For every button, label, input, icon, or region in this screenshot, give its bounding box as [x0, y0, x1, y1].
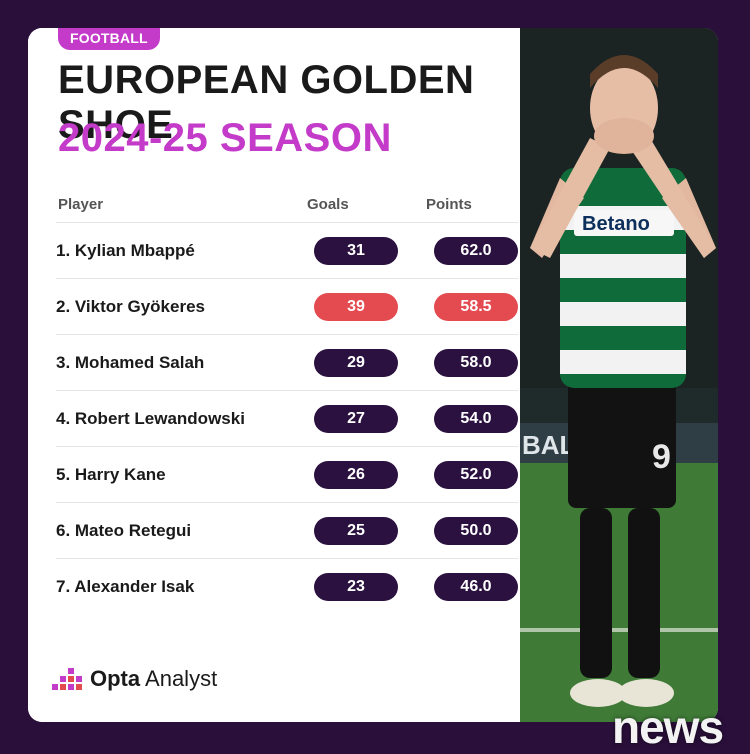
header-points: Points — [426, 196, 472, 213]
table-row: 7. Alexander Isak 23 46.0 — [56, 559, 518, 614]
opta-logo-icon — [52, 668, 82, 690]
player-name: 4. Robert Lewandowski — [56, 409, 245, 428]
infographic-card: EUROPEAN GOLDEN SHOE 2024-25 SEASON Play… — [28, 28, 718, 722]
points-pill: 62.0 — [434, 237, 518, 265]
table-row: 3. Mohamed Salah 29 58.0 — [56, 335, 518, 391]
table-row: 2. Viktor Gyökeres 39 58.5 — [56, 279, 518, 335]
table-panel: EUROPEAN GOLDEN SHOE 2024-25 SEASON Play… — [28, 28, 520, 722]
points-pill: 58.0 — [434, 349, 518, 377]
points-pill: 54.0 — [434, 405, 518, 433]
table-header: Player Goals Points — [56, 190, 518, 223]
points-pill: 52.0 — [434, 461, 518, 489]
category-badge: FOOTBALL — [58, 28, 160, 50]
sponsor-text: Betano — [582, 213, 650, 235]
player-name: 7. Alexander Isak — [56, 577, 195, 596]
logo-brand: Opta — [90, 666, 141, 691]
table-row: 5. Harry Kane 26 52.0 — [56, 447, 518, 503]
title-line-2: 2024-25 SEASON — [58, 116, 392, 160]
goals-pill: 27 — [314, 405, 398, 433]
player-name: 5. Harry Kane — [56, 465, 166, 484]
news-watermark: news — [612, 701, 724, 753]
player-photo: BALL 9 Betano — [520, 28, 718, 722]
opta-analyst-logo: Opta Analyst — [50, 662, 217, 696]
table-row: 1. Kylian Mbappé 31 62.0 — [56, 223, 518, 279]
points-pill: 46.0 — [434, 573, 518, 601]
player-name: 1. Kylian Mbappé — [56, 241, 195, 260]
goals-pill-highlight: 39 — [314, 293, 398, 321]
header-player: Player — [58, 196, 104, 213]
table-row: 4. Robert Lewandowski 27 54.0 — [56, 391, 518, 447]
header-goals: Goals — [307, 196, 349, 213]
shirt-number: 9 — [652, 438, 671, 476]
table-row: 6. Mateo Retegui 25 50.0 — [56, 503, 518, 559]
player-illustration: BALL 9 Betano — [520, 28, 718, 722]
player-name: 6. Mateo Retegui — [56, 521, 192, 540]
goals-pill: 29 — [314, 349, 398, 377]
goals-pill: 31 — [314, 237, 398, 265]
points-pill: 50.0 — [434, 517, 518, 545]
logo-product: Analyst — [145, 666, 218, 691]
goals-pill: 23 — [314, 573, 398, 601]
golden-shoe-table: Player Goals Points 1. Kylian Mbappé 31 … — [56, 190, 518, 614]
player-name: 2. Viktor Gyökeres — [56, 297, 205, 316]
logo-text: Opta Analyst — [90, 666, 217, 692]
title-line-1: EUROPEAN GOLDEN SHOE — [58, 58, 475, 147]
points-pill-highlight: 58.5 — [434, 293, 518, 321]
goals-pill: 25 — [314, 517, 398, 545]
goals-pill: 26 — [314, 461, 398, 489]
player-name: 3. Mohamed Salah — [56, 353, 205, 372]
